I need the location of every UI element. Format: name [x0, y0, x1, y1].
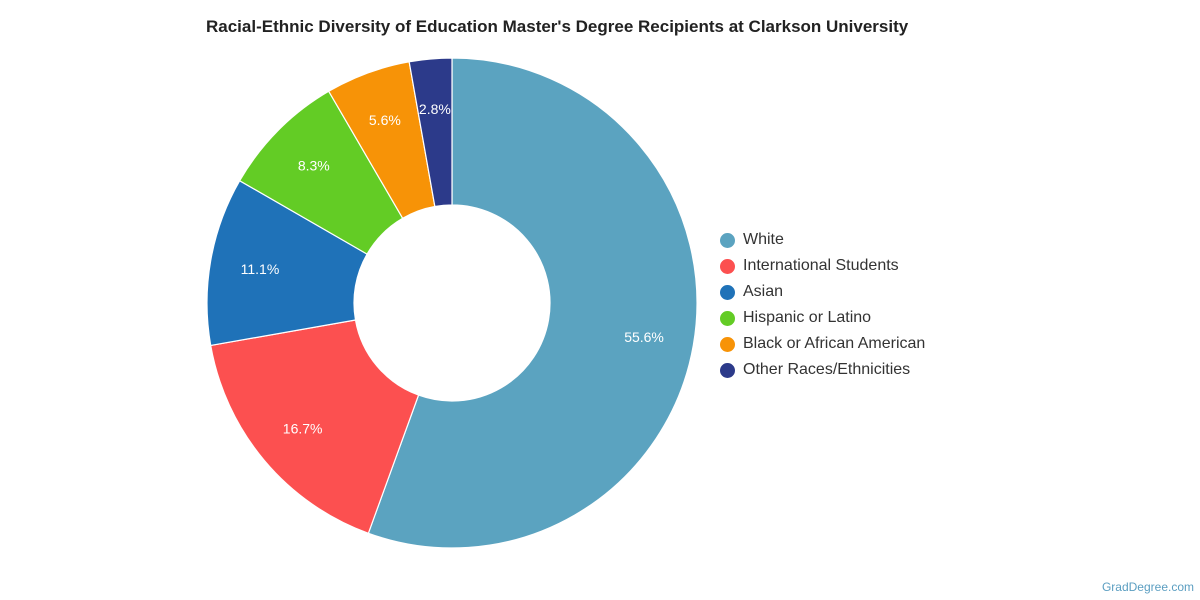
legend-label: Black or African American — [743, 335, 926, 352]
legend-item[interactable]: Other Races/Ethnicities — [720, 357, 925, 383]
legend-label: Asian — [743, 283, 784, 300]
slice-label: 5.6% — [369, 112, 401, 128]
legend-color-dot-icon — [720, 284, 735, 300]
legend-color-dot-icon — [720, 232, 735, 248]
slice-label: 11.1% — [241, 261, 280, 277]
slice-other-races-ethnicities — [408, 57, 453, 208]
legend-color-dot-icon — [720, 336, 735, 352]
slice-asian — [206, 179, 368, 347]
legend-label: Other Races/Ethnicities — [743, 361, 911, 378]
legend-item[interactable]: International Students — [720, 253, 925, 279]
slice-label: 8.3% — [298, 157, 330, 173]
watermark: GradDegree.com — [1101, 580, 1194, 594]
legend-color-dot-icon — [720, 310, 735, 326]
legend-item[interactable]: White — [720, 227, 925, 253]
legend-item[interactable]: Black or African American — [720, 331, 925, 357]
slice-label: 2.8% — [419, 101, 451, 117]
donut-chart: 55.6% 16.7% 11.1% 8.3% 5.6% 2.8% — [206, 57, 698, 549]
legend-label: White — [743, 231, 784, 248]
legend-color-dot-icon — [720, 258, 735, 274]
legend-item[interactable]: Asian — [720, 279, 925, 305]
chart-title: Racial-Ethnic Diversity of Education Mas… — [206, 17, 909, 36]
slice-international-students — [210, 319, 420, 535]
donut-slice-labels: 55.6% 16.7% 11.1% 8.3% 5.6% 2.8% — [241, 101, 664, 437]
donut-slices — [206, 57, 698, 549]
legend-label: Hispanic or Latino — [743, 309, 872, 326]
slice-label: 55.6% — [624, 329, 664, 345]
legend-item[interactable]: Hispanic or Latino — [720, 305, 925, 331]
legend-color-dot-icon — [720, 362, 735, 378]
slice-label: 16.7% — [283, 420, 323, 436]
legend-label: International Students — [743, 257, 899, 274]
chart-legend: White International Students Asian Hispanic… — [720, 227, 925, 383]
slice-white — [367, 57, 698, 549]
